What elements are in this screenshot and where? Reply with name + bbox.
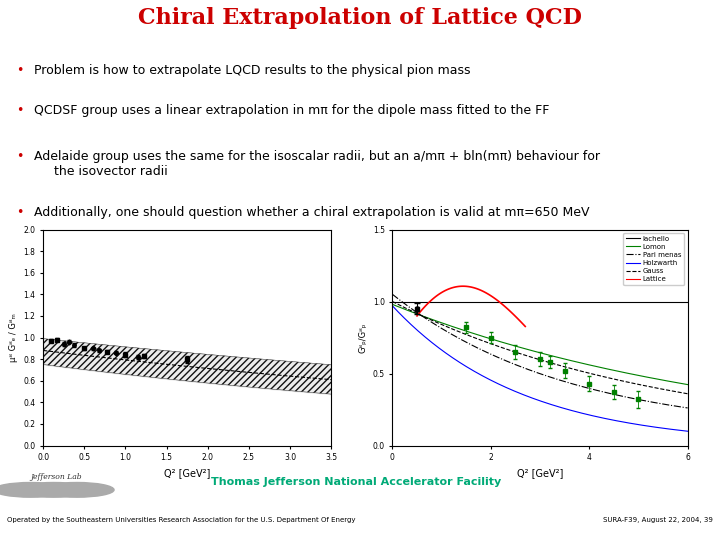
Line: Gauss: Gauss bbox=[392, 301, 688, 394]
Holzwarth bbox=[656, 424, 665, 431]
Gauss bbox=[683, 390, 692, 397]
Iachello bbox=[437, 298, 446, 305]
Pari menas bbox=[389, 292, 397, 298]
Pari menas bbox=[569, 381, 577, 387]
Text: Operated by the Southeastern Universities Research Association for the U.S. Depa: Operated by the Southeastern Universitie… bbox=[7, 517, 356, 523]
Iachello bbox=[388, 298, 397, 305]
Pari menas bbox=[683, 404, 692, 411]
Lattice bbox=[413, 313, 421, 319]
Gauss bbox=[564, 364, 572, 371]
Lattice bbox=[459, 283, 467, 289]
Pari menas bbox=[637, 397, 646, 403]
Line: Pari menas: Pari menas bbox=[392, 294, 688, 408]
Y-axis label: μᴽ Gᴽₑ / Gᴽₘ: μᴽ Gᴽₑ / Gᴽₘ bbox=[9, 313, 18, 362]
Lomon bbox=[389, 301, 397, 308]
Text: SURA-F39, August 22, 2004, 39: SURA-F39, August 22, 2004, 39 bbox=[603, 517, 713, 523]
Holzwarth bbox=[637, 422, 646, 428]
Text: Jefferson Lab: Jefferson Lab bbox=[30, 472, 82, 481]
Lattice bbox=[521, 323, 530, 330]
Line: Lattice: Lattice bbox=[417, 286, 526, 327]
X-axis label: Q² [GeV²]: Q² [GeV²] bbox=[517, 468, 563, 478]
Gauss bbox=[656, 386, 665, 392]
Circle shape bbox=[17, 483, 91, 497]
Text: •: • bbox=[16, 206, 23, 219]
Text: Adelaide group uses the same for the isoscalar radii, but an a/mπ + bln(mπ) beha: Adelaide group uses the same for the iso… bbox=[34, 150, 600, 178]
Text: Additionally, one should question whether a chiral extrapolation is valid at mπ=: Additionally, one should question whethe… bbox=[34, 206, 590, 219]
Lomon bbox=[656, 376, 665, 383]
Line: Holzwarth: Holzwarth bbox=[392, 306, 688, 431]
Text: Chiral Extrapolation of Lattice QCD: Chiral Extrapolation of Lattice QCD bbox=[138, 8, 582, 29]
Holzwarth bbox=[389, 303, 397, 310]
Lomon bbox=[569, 358, 577, 365]
Legend: Iachello, Lomon, Pari menas, Holzwarth, Gauss, Lattice: Iachello, Lomon, Pari menas, Holzwarth, … bbox=[624, 233, 684, 285]
Pari menas bbox=[564, 380, 572, 386]
Pari menas bbox=[656, 400, 665, 407]
Holzwarth bbox=[569, 408, 577, 414]
Gauss bbox=[563, 364, 572, 371]
Text: •: • bbox=[16, 104, 23, 117]
Lattice bbox=[478, 288, 487, 294]
Lomon bbox=[683, 381, 692, 388]
Line: Lomon: Lomon bbox=[392, 305, 688, 384]
Text: Thomas Jefferson National Accelerator Facility: Thomas Jefferson National Accelerator Fa… bbox=[211, 477, 502, 487]
Holzwarth bbox=[683, 428, 692, 435]
Lomon bbox=[637, 373, 646, 379]
Holzwarth bbox=[388, 302, 397, 309]
Lattice bbox=[438, 289, 446, 295]
Lattice bbox=[433, 292, 442, 298]
X-axis label: Q² [GeV²]: Q² [GeV²] bbox=[164, 468, 210, 478]
Lattice bbox=[469, 285, 478, 291]
Gauss bbox=[637, 382, 646, 388]
Lattice bbox=[516, 319, 525, 325]
Y-axis label: Gᴽₚ/Gᴽₚ: Gᴽₚ/Gᴽₚ bbox=[358, 322, 367, 353]
Pari menas bbox=[388, 291, 397, 298]
Lomon bbox=[564, 357, 572, 363]
Lomon bbox=[563, 356, 572, 363]
Lattice bbox=[513, 315, 522, 322]
Circle shape bbox=[0, 483, 68, 497]
Holzwarth bbox=[564, 406, 572, 413]
Lomon bbox=[388, 301, 397, 308]
Circle shape bbox=[40, 483, 114, 497]
Gauss bbox=[389, 299, 397, 305]
Holzwarth bbox=[563, 406, 572, 413]
Text: QCDSF group uses a linear extrapolation in mπ for the dipole mass fitted to the : QCDSF group uses a linear extrapolation … bbox=[34, 104, 549, 117]
Text: •: • bbox=[16, 64, 23, 77]
Gauss bbox=[388, 298, 397, 305]
Pari menas bbox=[563, 379, 572, 386]
Text: Problem is how to extrapolate LQCD results to the physical pion mass: Problem is how to extrapolate LQCD resul… bbox=[34, 64, 470, 77]
Gauss bbox=[569, 366, 577, 372]
Text: •: • bbox=[16, 150, 23, 163]
